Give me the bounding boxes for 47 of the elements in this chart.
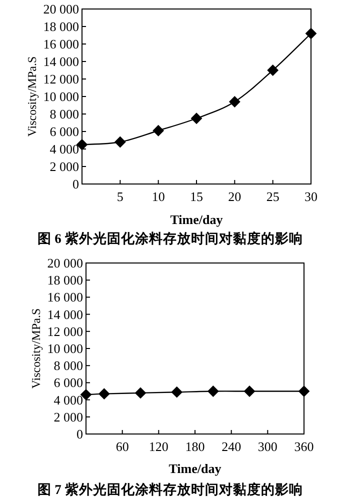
y-tick-label: 4 000 (54, 392, 83, 408)
x-tick-label: 120 (148, 439, 168, 454)
y-tick-label: 8 000 (54, 358, 83, 374)
y-tick-label: 12 000 (47, 324, 83, 339)
y-tick-label: 16 000 (43, 36, 79, 52)
point (267, 64, 278, 76)
y-tick-label: 0 (76, 426, 83, 442)
text: 图 7 紫外光固化涂料存放时间对黏度的影响 (37, 481, 303, 497)
y-tick-label: 20 000 (43, 2, 79, 16)
y-tick-label: 18 000 (43, 19, 79, 34)
x-tick-label: 15 (190, 189, 203, 204)
y-tick-label: 20 000 (47, 256, 83, 270)
x-tick-label: 10 (152, 189, 165, 204)
point (191, 112, 202, 124)
y-tick-label: 6 000 (50, 124, 79, 139)
point (306, 28, 316, 39)
point (114, 136, 126, 148)
point (76, 139, 88, 150)
y-tick-label: 12 000 (43, 72, 79, 86)
y-tick-label: 18 000 (47, 272, 83, 288)
y-tick-label: 10 000 (47, 341, 83, 356)
y-axis-title: Viscosity/MPa.S (29, 308, 43, 389)
y-tick-label: 8 000 (50, 106, 79, 122)
y-tick-label: 4 000 (50, 142, 79, 156)
x-tick-label: 20 (228, 189, 242, 204)
y-tick-label: 16 000 (47, 290, 83, 305)
y-tick-label: 2 000 (50, 159, 79, 174)
text: 图 6 紫外光固化涂料存放时间对黏度的影响 (37, 230, 303, 246)
y-tick-label: 10 000 (43, 89, 79, 104)
point (229, 96, 240, 108)
y-tick-label: 2 000 (54, 409, 83, 424)
y-tick-label: 0 (72, 176, 79, 192)
y-axis-title: Viscosity/MPa.S (25, 56, 39, 137)
x-tick-label: 30 (304, 189, 318, 204)
point (152, 125, 164, 136)
x-tick-label: 360 (294, 439, 314, 454)
x-axis-title: Time/day (168, 461, 222, 476)
y-tick-label: 14 000 (43, 54, 79, 69)
x-tick-label: 25 (266, 189, 280, 204)
x-tick-label: 5 (116, 189, 124, 204)
x-tick-label: 60 (116, 439, 129, 454)
x-tick-label: 180 (185, 439, 205, 454)
y-tick-label: 6 000 (54, 375, 83, 390)
x-tick-label: 300 (258, 439, 278, 454)
x-tick-label: 240 (222, 439, 242, 454)
y-tick-label: 14 000 (47, 306, 83, 322)
x-axis-title: Time/day (170, 212, 224, 227)
